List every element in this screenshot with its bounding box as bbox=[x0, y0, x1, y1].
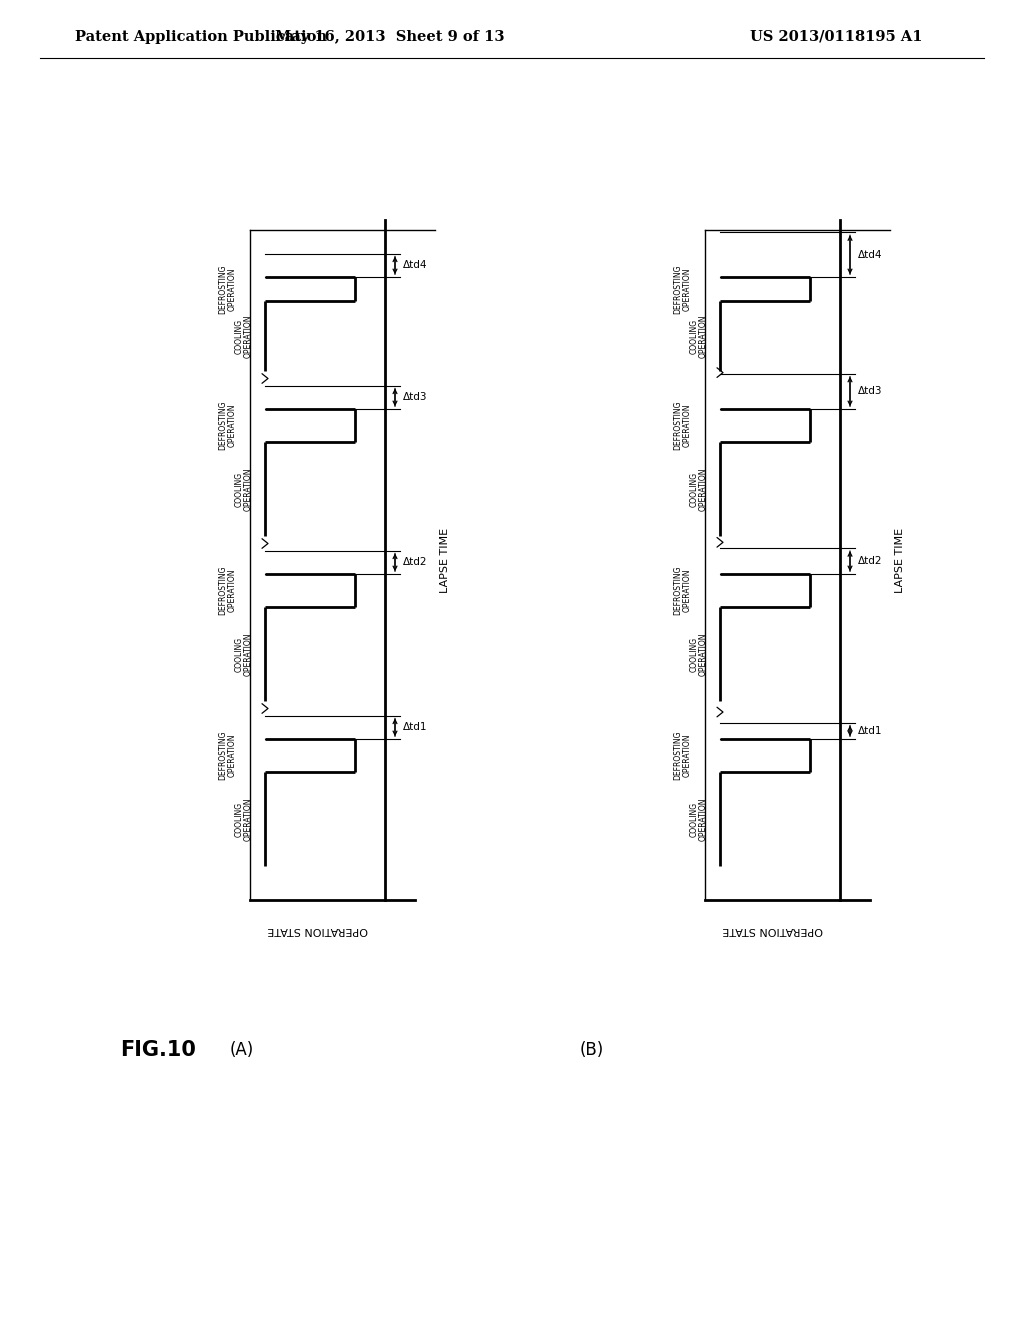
Text: COOLING
OPERATION: COOLING OPERATION bbox=[234, 797, 253, 841]
Text: DEFROSTING
OPERATION: DEFROSTING OPERATION bbox=[674, 566, 692, 615]
Text: Δtd2: Δtd2 bbox=[858, 556, 883, 566]
Text: COOLING
OPERATION: COOLING OPERATION bbox=[689, 632, 708, 676]
Text: COOLING
OPERATION: COOLING OPERATION bbox=[234, 467, 253, 511]
Text: COOLING
OPERATION: COOLING OPERATION bbox=[234, 314, 253, 358]
Text: COOLING
OPERATION: COOLING OPERATION bbox=[689, 314, 708, 358]
Text: COOLING
OPERATION: COOLING OPERATION bbox=[689, 797, 708, 841]
Text: COOLING
OPERATION: COOLING OPERATION bbox=[234, 632, 253, 676]
Text: (B): (B) bbox=[580, 1041, 604, 1059]
Text: DEFROSTING
OPERATION: DEFROSTING OPERATION bbox=[218, 566, 237, 615]
Text: Δtd3: Δtd3 bbox=[858, 387, 883, 396]
Text: Δtd2: Δtd2 bbox=[403, 557, 427, 568]
Text: Δtd1: Δtd1 bbox=[858, 726, 883, 735]
Text: Δtd4: Δtd4 bbox=[403, 260, 427, 271]
Text: US 2013/0118195 A1: US 2013/0118195 A1 bbox=[750, 30, 923, 44]
Text: COOLING
OPERATION: COOLING OPERATION bbox=[689, 467, 708, 511]
Text: DEFROSTING
OPERATION: DEFROSTING OPERATION bbox=[218, 401, 237, 450]
Text: DEFROSTING
OPERATION: DEFROSTING OPERATION bbox=[674, 264, 692, 314]
Text: OPERATION STATE: OPERATION STATE bbox=[267, 925, 368, 935]
Text: Δtd1: Δtd1 bbox=[403, 722, 427, 733]
Text: LAPSE TIME: LAPSE TIME bbox=[895, 528, 905, 593]
Text: Δtd3: Δtd3 bbox=[403, 392, 427, 403]
Text: OPERATION STATE: OPERATION STATE bbox=[722, 925, 823, 935]
Text: (A): (A) bbox=[230, 1041, 254, 1059]
Text: DEFROSTING
OPERATION: DEFROSTING OPERATION bbox=[218, 264, 237, 314]
Text: May 16, 2013  Sheet 9 of 13: May 16, 2013 Sheet 9 of 13 bbox=[275, 30, 505, 44]
Text: DEFROSTING
OPERATION: DEFROSTING OPERATION bbox=[218, 731, 237, 780]
Text: Δtd4: Δtd4 bbox=[858, 249, 883, 260]
Text: LAPSE TIME: LAPSE TIME bbox=[440, 528, 450, 593]
Text: Patent Application Publication: Patent Application Publication bbox=[75, 30, 327, 44]
Text: DEFROSTING
OPERATION: DEFROSTING OPERATION bbox=[674, 731, 692, 780]
Text: DEFROSTING
OPERATION: DEFROSTING OPERATION bbox=[674, 401, 692, 450]
Text: FIG.10: FIG.10 bbox=[120, 1040, 196, 1060]
